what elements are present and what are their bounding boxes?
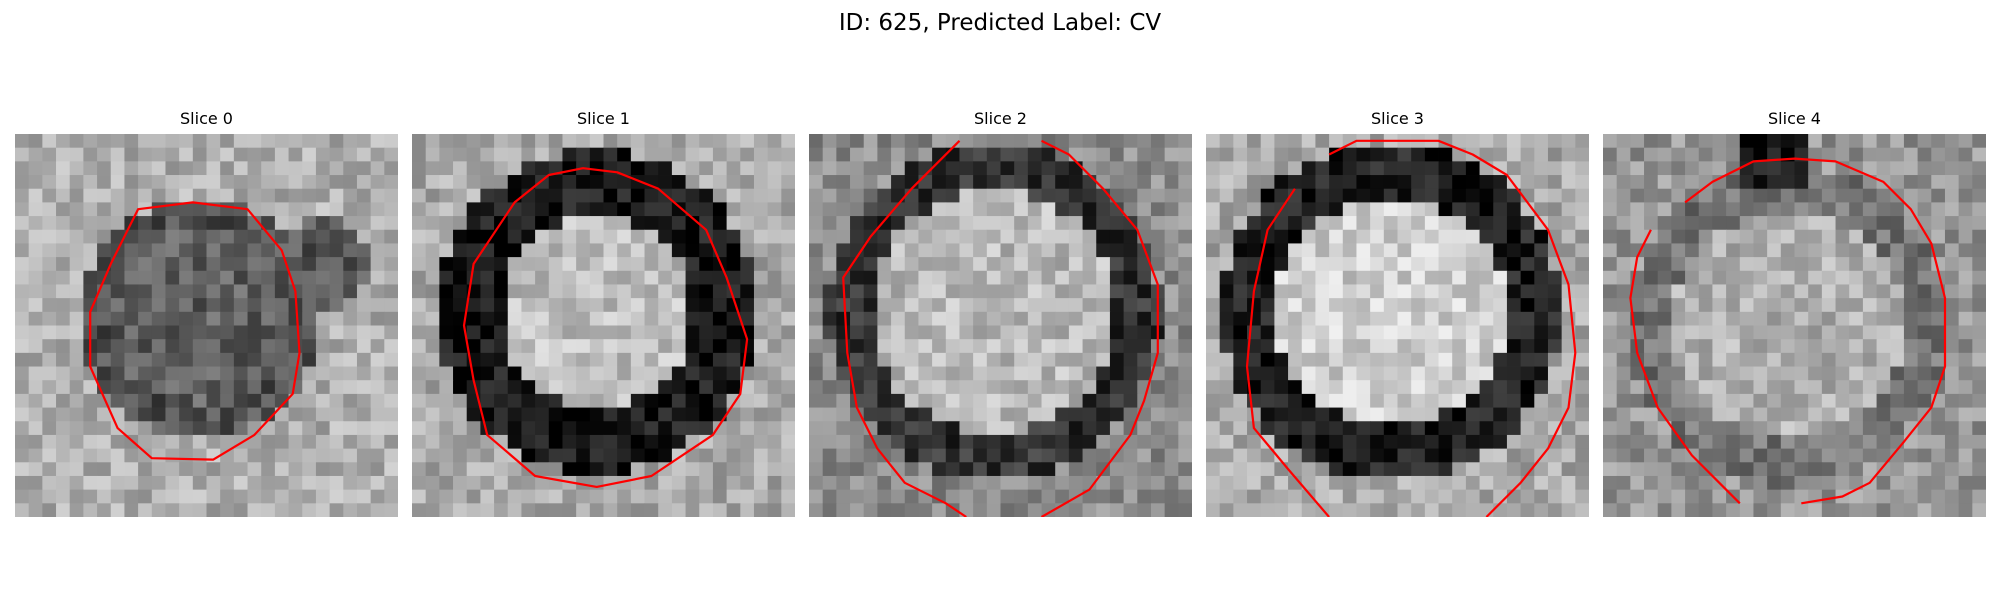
- slice-1-contour: [462, 167, 749, 488]
- slice-panel-2: Slice 2: [809, 104, 1192, 517]
- slice-4-title: Slice 4: [1768, 109, 1821, 128]
- slice-3-canvas: [1206, 134, 1589, 517]
- slice-panel-3: Slice 3: [1206, 104, 1589, 517]
- slice-4-image: [1603, 134, 1986, 517]
- slice-4-contour: [1629, 157, 1947, 505]
- slice-4-pixels: [1603, 134, 1986, 517]
- slice-1-canvas: [412, 134, 795, 517]
- slice-3-pixels: [1206, 134, 1589, 517]
- slice-panel-1: Slice 1: [412, 104, 795, 517]
- slice-0-contour: [89, 201, 301, 461]
- figure-title: ID: 625, Predicted Label: CV: [838, 10, 1162, 36]
- slice-3-title: Slice 3: [1371, 109, 1424, 128]
- slice-4-canvas: [1603, 134, 1986, 517]
- slice-2-image: [809, 134, 1192, 517]
- slice-0-image: [15, 134, 398, 517]
- slice-1-image: [412, 134, 795, 517]
- slice-panel-4: Slice 4: [1603, 104, 1986, 517]
- slice-0-title: Slice 0: [180, 109, 233, 128]
- slice-2-canvas: [809, 134, 1192, 517]
- slice-2-contour: [842, 139, 1159, 517]
- slice-panel-0: Slice 0: [15, 104, 398, 517]
- slice-1-title: Slice 1: [577, 109, 630, 128]
- slice-3-image: [1206, 134, 1589, 517]
- slice-0-canvas: [15, 134, 398, 517]
- slice-3-contour: [1245, 139, 1577, 517]
- slice-2-title: Slice 2: [974, 109, 1027, 128]
- slice-1-pixels: [412, 134, 795, 517]
- slice-2-pixels: [809, 134, 1192, 517]
- slice-0-pixels: [15, 134, 398, 517]
